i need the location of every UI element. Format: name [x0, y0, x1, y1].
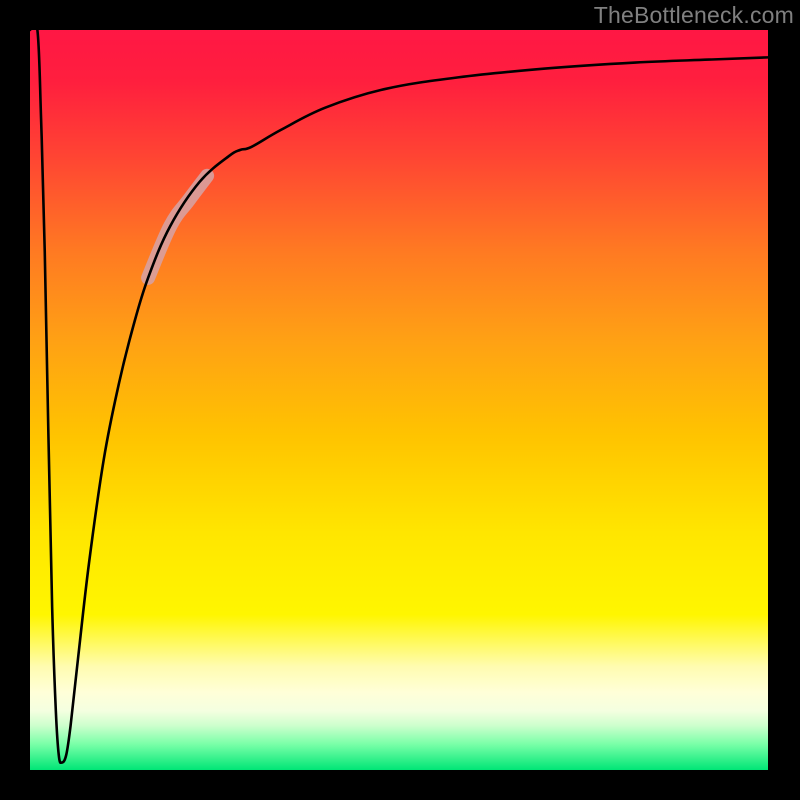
chart-root: TheBottleneck.com	[0, 0, 800, 800]
bottleneck-chart	[0, 0, 800, 800]
watermark-text: TheBottleneck.com	[594, 2, 794, 29]
plot-background	[30, 30, 768, 770]
